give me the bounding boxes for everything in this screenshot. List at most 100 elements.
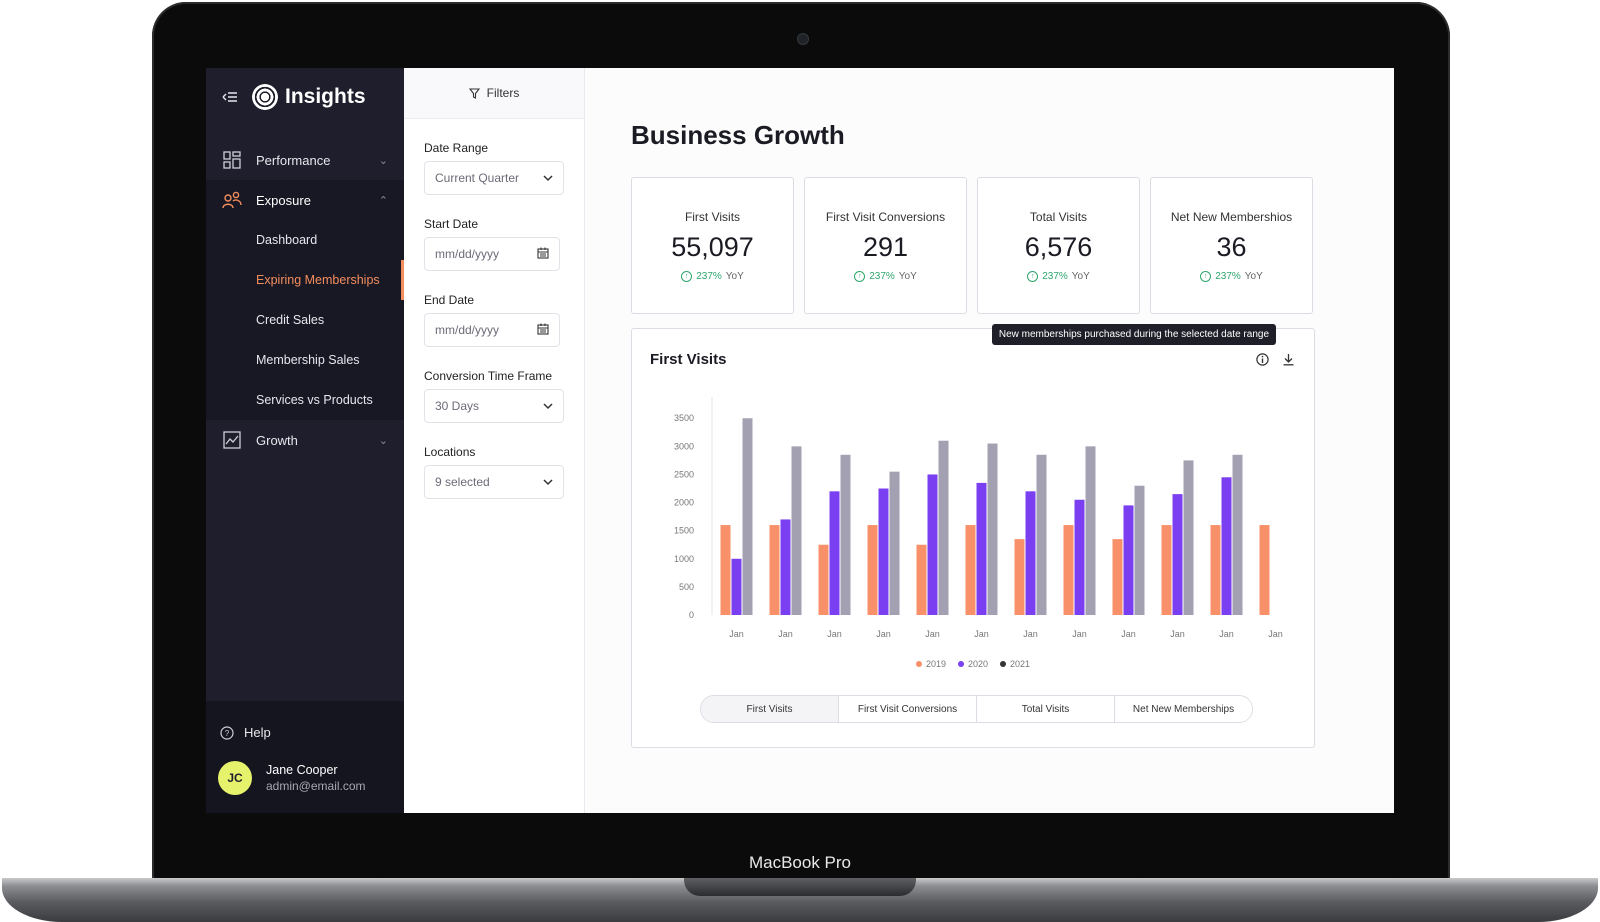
bar-2020 bbox=[1123, 505, 1134, 615]
bar-2019 bbox=[1014, 539, 1025, 615]
x-tick-label: Jan bbox=[925, 629, 940, 639]
chart-actions bbox=[1254, 351, 1296, 367]
sidebar-subitem-membership-sales[interactable]: Membership Sales bbox=[256, 353, 360, 367]
bar-2021 bbox=[1232, 454, 1243, 615]
kpi-card-total-visits[interactable]: Total Visits 6,576 ↑ 237% YoY bbox=[977, 177, 1140, 314]
chevron-down-icon bbox=[543, 171, 553, 185]
arrow-up-icon: ↑ bbox=[854, 271, 866, 282]
help-label: Help bbox=[244, 725, 271, 740]
bar-2021 bbox=[791, 446, 802, 615]
chart-legend: 2019 2020 2021 bbox=[632, 659, 1314, 669]
kpi-title: Total Visits bbox=[1029, 210, 1088, 224]
bar-2020 bbox=[731, 558, 742, 615]
info-icon[interactable] bbox=[1254, 351, 1270, 367]
kpi-card-first-visits[interactable]: First Visits 55,097 ↑ 237% YoY bbox=[631, 177, 794, 314]
bar-2021 bbox=[987, 443, 998, 615]
sidebar-subitem-dashboard[interactable]: Dashboard bbox=[256, 233, 318, 247]
brand: Insights bbox=[206, 68, 404, 126]
sidebar-item-performance[interactable]: Performance ⌄ bbox=[206, 140, 404, 180]
bar-2019 bbox=[1112, 539, 1123, 615]
end-date-label: End Date bbox=[424, 293, 475, 307]
kpi-delta-suffix: YoY bbox=[725, 271, 744, 282]
date-range-select[interactable]: Current Quarter bbox=[424, 161, 564, 195]
kpi-delta-value: 237% bbox=[1215, 271, 1241, 282]
chevron-down-icon bbox=[543, 399, 553, 413]
kpi-card-net-new-memberships[interactable]: Net New Membershios 36 ↑ 237% YoY bbox=[1150, 177, 1313, 314]
kpi-delta: ↑ 237% YoY bbox=[632, 271, 793, 282]
legend-item-2019: 2019 bbox=[915, 659, 946, 669]
bar-2020 bbox=[1074, 499, 1085, 615]
kpi-value: 6,576 bbox=[1024, 232, 1093, 262]
bar-2021 bbox=[1134, 485, 1145, 615]
calendar-icon[interactable] bbox=[537, 323, 549, 338]
chevron-down-icon: ⌄ bbox=[378, 154, 388, 167]
bar-2020 bbox=[780, 519, 791, 615]
filter-funnel-icon bbox=[468, 87, 480, 99]
app-name: Insights bbox=[285, 85, 366, 108]
x-tick-label: Jan bbox=[1219, 629, 1234, 639]
start-date-input[interactable]: mm/dd/yyyy bbox=[424, 237, 560, 271]
chart-card: First Visits New memberships purchased d… bbox=[631, 324, 1315, 748]
chevron-up-icon: ⌃ bbox=[378, 194, 388, 207]
svg-text:?: ? bbox=[225, 729, 230, 738]
kpi-card-first-visit-conversions[interactable]: First Visit Conversions 291 ↑ 237% YoY bbox=[804, 177, 967, 314]
arrow-up-icon: ↑ bbox=[1200, 271, 1212, 282]
legend-label: 2019 bbox=[925, 659, 946, 669]
legend-label: 2021 bbox=[1010, 659, 1031, 669]
sidebar-item-growth[interactable]: Growth ⌄ bbox=[206, 420, 404, 460]
locations-select[interactable]: 9 selected bbox=[424, 465, 564, 499]
download-icon[interactable] bbox=[1280, 351, 1296, 367]
sidebar-item-label: Exposure bbox=[256, 192, 311, 208]
locations-label: Locations bbox=[424, 445, 476, 459]
device-label: MacBook Pro bbox=[748, 853, 852, 872]
sidebar-subitem-services-vs-products[interactable]: Services vs Products bbox=[256, 393, 373, 407]
camera bbox=[797, 33, 809, 45]
kpi-title: Net New Membershios bbox=[1170, 210, 1293, 224]
kpi-value: 291 bbox=[862, 232, 909, 262]
bar-2021 bbox=[1085, 446, 1096, 615]
tab-first-visit-conversions[interactable]: First Visit Conversions bbox=[839, 696, 977, 722]
x-tick-label: Jan bbox=[729, 629, 744, 639]
x-tick-label: Jan bbox=[974, 629, 989, 639]
tab-net-new-memberships[interactable]: Net New Memberships bbox=[1115, 696, 1252, 722]
sidebar-subitem-credit-sales[interactable]: Credit Sales bbox=[256, 313, 325, 327]
bar-2021 bbox=[1036, 454, 1047, 615]
bar-2020 bbox=[1221, 477, 1232, 615]
chevron-down-icon bbox=[543, 475, 553, 489]
info-tooltip: New memberships purchased during the sel… bbox=[991, 324, 1276, 345]
calendar-icon[interactable] bbox=[537, 247, 549, 262]
filters-header[interactable]: Filters bbox=[404, 68, 584, 119]
chevron-down-icon: ⌄ bbox=[378, 434, 388, 447]
help-link[interactable]: ? Help bbox=[220, 725, 271, 740]
kpi-title: First Visits bbox=[684, 210, 741, 224]
kpi-value: 55,097 bbox=[671, 232, 754, 262]
user-profile[interactable]: JC Jane Cooper admin@email.com bbox=[218, 761, 366, 795]
kpi-value: 36 bbox=[1216, 232, 1247, 262]
tab-first-visits[interactable]: First Visits bbox=[701, 696, 839, 722]
filters-panel: Filters Date Range Current Quarter Start… bbox=[404, 68, 585, 813]
conversion-time-frame-select[interactable]: 30 Days bbox=[424, 389, 564, 423]
user-email: admin@email.com bbox=[266, 779, 366, 793]
user-name: Jane Cooper bbox=[266, 763, 338, 777]
kpi-delta-value: 237% bbox=[1042, 271, 1068, 282]
bar-2019 bbox=[1063, 525, 1074, 615]
app-screen: Insights Performance ⌄ Exposure ⌃ Dashbo… bbox=[206, 68, 1394, 813]
sidebar: Insights Performance ⌄ Exposure ⌃ Dashbo… bbox=[206, 68, 404, 813]
kpi-row: First Visits 55,097 ↑ 237% YoY First Visit… bbox=[631, 177, 1348, 314]
tab-total-visits[interactable]: Total Visits bbox=[977, 696, 1115, 722]
chart-title: First Visits bbox=[650, 351, 727, 368]
y-tick-label: 1500 bbox=[674, 526, 694, 536]
start-date-placeholder: mm/dd/yyyy bbox=[435, 247, 500, 261]
x-tick-label: Jan bbox=[1121, 629, 1136, 639]
collapse-menu-icon[interactable] bbox=[222, 90, 238, 104]
bar-2019 bbox=[1161, 525, 1172, 615]
sidebar-item-exposure[interactable]: Exposure ⌃ bbox=[206, 180, 404, 220]
bar-2020 bbox=[1172, 494, 1183, 615]
end-date-placeholder: mm/dd/yyyy bbox=[435, 323, 500, 337]
kpi-delta-value: 237% bbox=[696, 271, 722, 282]
end-date-input[interactable]: mm/dd/yyyy bbox=[424, 313, 560, 347]
sidebar-subitem-expiring-memberships[interactable]: Expiring Memberships bbox=[206, 260, 404, 300]
arrow-up-icon: ↑ bbox=[681, 271, 693, 282]
start-date-label: Start Date bbox=[424, 217, 479, 231]
x-tick-label: Jan bbox=[876, 629, 891, 639]
